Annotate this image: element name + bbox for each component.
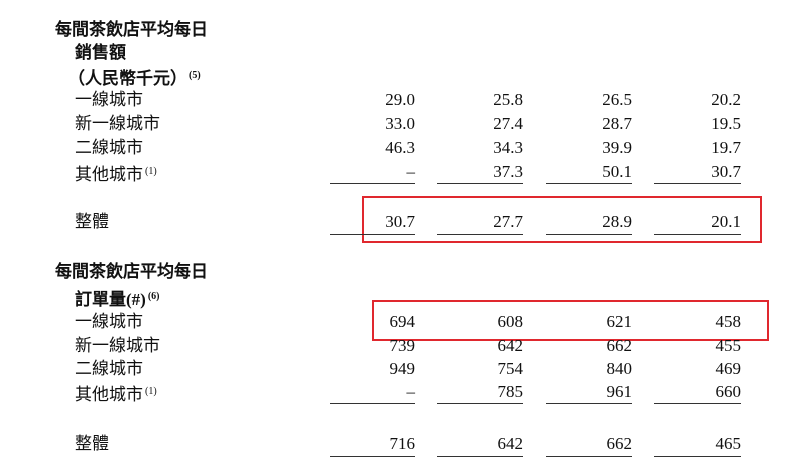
section-title: 銷售額	[75, 43, 126, 62]
row-label-text: 其他城市	[75, 165, 143, 184]
cell-value: 29.0	[385, 90, 415, 109]
row-label-text: 新一線城市	[75, 114, 160, 133]
total-label-text: 整體	[75, 434, 109, 453]
rule	[546, 403, 632, 404]
cell-value: 840	[606, 359, 633, 378]
rule	[654, 183, 741, 184]
cell-value: 608	[497, 312, 524, 331]
cell-value: 20.1	[711, 212, 741, 231]
cell-value: –	[406, 162, 416, 181]
cell-value: 621	[606, 312, 633, 331]
cell-value: 28.7	[602, 114, 632, 133]
cell-value: 33.0	[385, 114, 415, 133]
cell-value: 30.7	[711, 162, 741, 181]
row-label: 二線城市	[75, 359, 143, 379]
cell-value: 19.5	[711, 114, 741, 133]
rule	[654, 403, 741, 404]
cell-value: 46.3	[385, 138, 415, 157]
cell-value: –	[406, 382, 416, 401]
section-title: 訂單量(#) (6)	[75, 290, 160, 309]
cell-value: 662	[606, 336, 633, 355]
highlight-box	[362, 196, 762, 243]
rule	[546, 183, 632, 184]
rule	[546, 234, 632, 235]
cell-value: 785	[497, 382, 524, 401]
total-label: 整體	[75, 434, 109, 454]
row-label: 新一線城市	[75, 336, 160, 356]
rule	[330, 456, 415, 457]
cell-value: 50.1	[602, 162, 632, 181]
cell-value: 27.7	[493, 212, 523, 231]
cell-value: 37.3	[493, 162, 523, 181]
footnote-ref: (5)	[189, 70, 201, 81]
rule	[437, 183, 523, 184]
section-title: 每間茶飲店平均每日	[55, 262, 208, 281]
cell-value: 30.7	[385, 212, 415, 231]
cell-value: 19.7	[711, 138, 741, 157]
rule	[437, 234, 523, 235]
cell-value: 642	[497, 434, 524, 453]
cell-value: 39.9	[602, 138, 632, 157]
section-title: 每間茶飲店平均每日	[55, 20, 208, 39]
row-label: 二線城市	[75, 138, 143, 158]
rule	[546, 456, 632, 457]
rule	[330, 403, 415, 404]
row-label: 一線城市	[75, 312, 143, 332]
row-label-text: 新一線城市	[75, 336, 160, 355]
cell-value: 660	[715, 382, 742, 401]
cell-value: 961	[606, 382, 633, 401]
row-label-text: 一線城市	[75, 90, 143, 109]
rule	[437, 456, 523, 457]
row-label: 其他城市 (1)	[75, 382, 157, 405]
cell-value: 27.4	[493, 114, 523, 133]
cell-value: 469	[715, 359, 742, 378]
row-label: 新一線城市	[75, 114, 160, 134]
row-label: 一線城市	[75, 90, 143, 110]
footnote-ref: (1)	[145, 166, 157, 177]
cell-value: 34.3	[493, 138, 523, 157]
total-label-text: 整體	[75, 212, 109, 231]
cell-value: 20.2	[711, 90, 741, 109]
cell-value: 28.9	[602, 212, 632, 231]
cell-value: 716	[389, 434, 416, 453]
cell-value: 642	[497, 336, 524, 355]
footnote-ref: (6)	[147, 291, 160, 302]
cell-value: 25.8	[493, 90, 523, 109]
cell-value: 26.5	[602, 90, 632, 109]
cell-value: 754	[497, 359, 524, 378]
row-label-text: 二線城市	[75, 138, 143, 157]
highlight-box	[372, 300, 769, 341]
rule	[654, 456, 741, 457]
cell-value: 662	[606, 434, 633, 453]
cell-value: 465	[715, 434, 742, 453]
footnote-ref: (1)	[145, 386, 157, 397]
total-label: 整體	[75, 212, 109, 232]
rule	[437, 403, 523, 404]
cell-value: 455	[715, 336, 742, 355]
rule	[330, 234, 415, 235]
cell-value: 694	[389, 312, 416, 331]
cell-value: 949	[389, 359, 416, 378]
cell-value: 458	[715, 312, 742, 331]
cell-value: 739	[389, 336, 416, 355]
row-label-text: 一線城市	[75, 312, 143, 331]
rule	[330, 183, 415, 184]
rule	[654, 234, 741, 235]
row-label: 其他城市 (1)	[75, 162, 157, 185]
row-label-text: 其他城市	[75, 385, 143, 404]
row-label-text: 二線城市	[75, 359, 143, 378]
section-title: （人民幣千元） (5)	[68, 69, 201, 88]
